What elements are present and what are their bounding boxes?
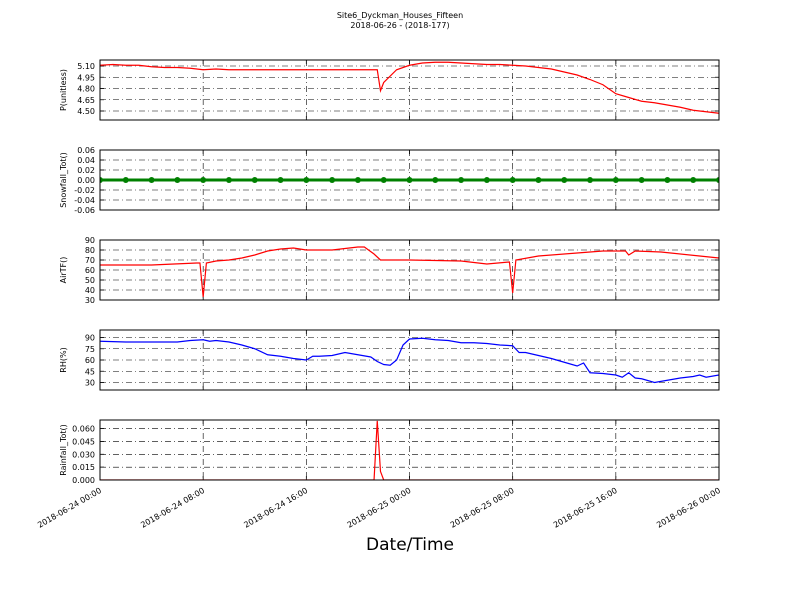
data-point xyxy=(380,177,387,183)
data-point xyxy=(664,177,671,183)
x-axis-label: Date/Time xyxy=(366,535,454,555)
chart-title: Site6_Dyckman_Houses_Fifteen xyxy=(337,11,463,20)
y-tick-label: 50 xyxy=(85,276,95,285)
y-tick-label: 0.00 xyxy=(77,176,95,185)
x-tick-label: 2018-06-26 00:00 xyxy=(655,486,722,530)
data-point xyxy=(354,177,361,183)
data-point xyxy=(200,177,207,183)
data-point xyxy=(638,177,645,183)
data-point xyxy=(612,177,619,183)
y-tick-label: 90 xyxy=(85,334,95,343)
y-tick-label: 0.04 xyxy=(77,156,95,165)
data-point xyxy=(690,177,697,183)
y-tick-label: 90 xyxy=(85,236,95,245)
data-point xyxy=(100,177,103,183)
y-axis-label: P(unitless) xyxy=(59,69,68,111)
data-point xyxy=(406,177,413,183)
y-tick-label: 75 xyxy=(85,345,95,354)
data-point xyxy=(225,177,232,183)
x-tick-label: 2018-06-25 08:00 xyxy=(449,486,516,530)
data-point xyxy=(432,177,439,183)
x-tick-label: 2018-06-25 16:00 xyxy=(552,486,619,530)
y-axis-label: AirTF() xyxy=(59,257,68,284)
data-point xyxy=(148,177,155,183)
x-tick-label: 2018-06-24 16:00 xyxy=(242,486,309,530)
y-tick-label: 4.95 xyxy=(77,73,95,82)
plot-frame xyxy=(99,149,720,211)
data-point xyxy=(329,177,336,183)
y-tick-label: 80 xyxy=(85,246,95,255)
x-tick-label: 2018-06-25 00:00 xyxy=(346,486,413,530)
y-tick-label: -0.02 xyxy=(74,186,95,195)
data-point xyxy=(303,177,310,183)
plot-frame xyxy=(99,59,720,121)
plot-area xyxy=(100,420,719,480)
y-tick-label: 60 xyxy=(85,266,95,275)
y-tick-label: 0.015 xyxy=(72,463,95,472)
y-tick-label: 4.80 xyxy=(77,85,95,94)
y-tick-label: 0.045 xyxy=(72,437,95,446)
plot-area xyxy=(100,177,719,183)
y-tick-label: 4.50 xyxy=(77,107,95,116)
plot-frame xyxy=(99,329,720,391)
data-point xyxy=(535,177,542,183)
y-tick-label: 30 xyxy=(85,379,95,388)
plot-frame xyxy=(99,419,720,481)
y-tick-label: 45 xyxy=(85,367,95,376)
y-tick-label: 0.02 xyxy=(77,166,95,175)
y-axis-label: Snowfall_Tot() xyxy=(59,152,68,208)
data-point xyxy=(561,177,568,183)
data-point xyxy=(716,177,719,183)
x-tick-label: 2018-06-24 00:00 xyxy=(36,486,103,530)
plot-area xyxy=(100,246,719,298)
y-tick-label: 70 xyxy=(85,256,95,265)
x-tick-label: 2018-06-24 08:00 xyxy=(139,486,206,530)
data-point xyxy=(251,177,258,183)
y-tick-label: 0.060 xyxy=(72,425,95,434)
y-tick-label: 60 xyxy=(85,356,95,365)
data-line xyxy=(100,246,719,298)
plot-area xyxy=(100,61,719,114)
plot-area xyxy=(100,337,719,384)
y-tick-label: -0.04 xyxy=(74,196,95,205)
data-point xyxy=(483,177,490,183)
y-tick-label: 0.06 xyxy=(77,146,95,155)
data-point xyxy=(509,177,516,183)
y-tick-label: 0.000 xyxy=(72,476,95,485)
y-tick-label: 30 xyxy=(85,296,95,305)
data-line xyxy=(100,61,719,114)
y-tick-label: 4.65 xyxy=(77,96,95,105)
y-tick-label: 5.10 xyxy=(77,62,95,71)
data-line xyxy=(100,337,719,384)
plot-frame xyxy=(99,239,720,301)
data-point xyxy=(174,177,181,183)
data-point xyxy=(122,177,129,183)
y-tick-label: 40 xyxy=(85,286,95,295)
data-point xyxy=(458,177,465,183)
y-axis-label: Rainfall_Tot() xyxy=(59,424,68,476)
chart-subtitle: 2018-06-26 - (2018-177) xyxy=(350,21,449,30)
y-tick-label: -0.06 xyxy=(74,206,95,215)
y-axis-label: RH(%) xyxy=(59,347,68,372)
data-point xyxy=(587,177,594,183)
y-tick-label: 0.030 xyxy=(72,450,95,459)
data-point xyxy=(277,177,284,183)
data-line xyxy=(100,420,719,480)
